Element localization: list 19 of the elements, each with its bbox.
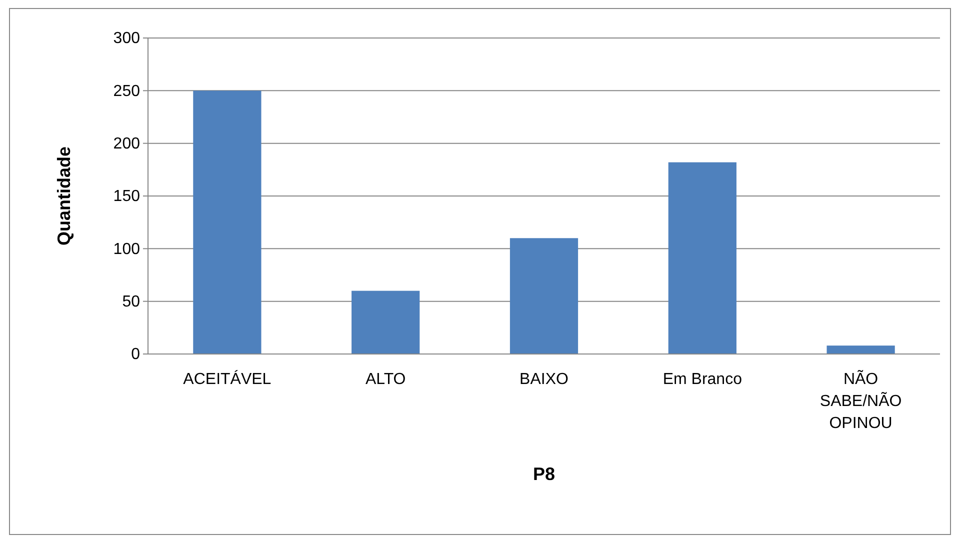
y-tick-label: 150: [113, 188, 140, 206]
bar: [826, 346, 895, 354]
x-axis-title: P8: [532, 464, 556, 484]
y-tick-label: 50: [122, 293, 140, 310]
x-tick-label: NÃO SABE/NÃO OPINOU: [820, 369, 902, 432]
bar: [193, 90, 262, 354]
x-tick-label: BAIXO: [520, 371, 568, 388]
bar: [668, 162, 736, 354]
bar: [510, 238, 578, 354]
x-tick-label: ACEITÁVEL: [183, 370, 272, 388]
y-tick-label: 300: [113, 30, 140, 48]
y-tick-label: 100: [113, 240, 140, 258]
y-tick-label: 200: [113, 135, 140, 152]
bar: [352, 290, 420, 354]
x-tick-label: Em Branco: [662, 371, 742, 388]
x-tick-label: ALTO: [365, 371, 406, 388]
y-axis-title: Quantidade: [54, 146, 74, 246]
y-tick-label: 250: [113, 82, 140, 100]
y-tick-label: 0: [131, 346, 140, 364]
